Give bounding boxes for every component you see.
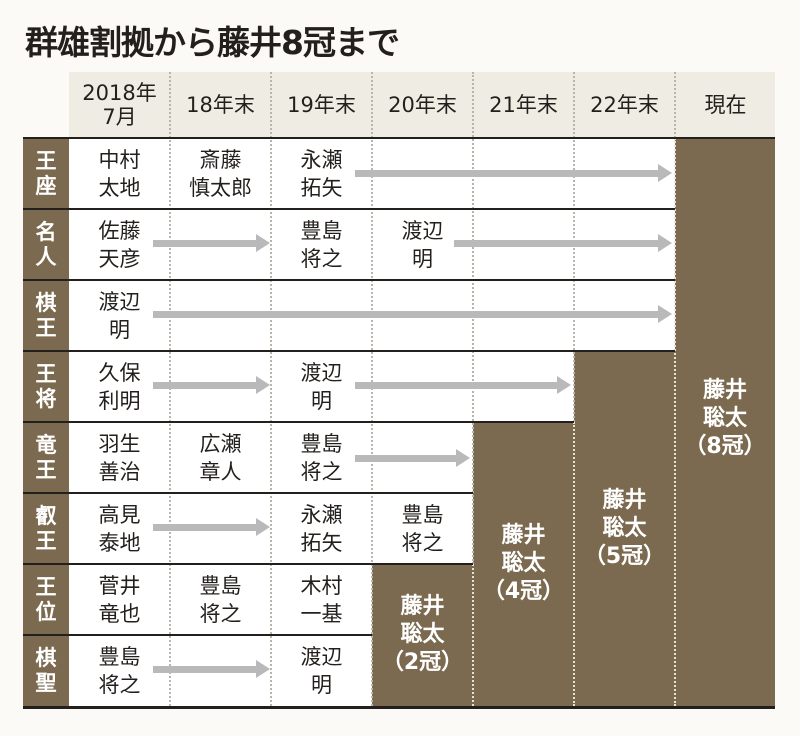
continuation-arrow [355, 164, 672, 182]
row-divider [23, 563, 473, 565]
column-divider [674, 72, 676, 138]
holder-cell: 高見 泰地 [98, 502, 141, 555]
column-header-line1: 2018年 [82, 81, 157, 105]
fujii-4-block [473, 422, 574, 706]
column-divider [472, 564, 474, 706]
holder-cell: 斎藤 慎太郎 [189, 147, 252, 200]
row-label-eio: 叡王 [23, 494, 69, 563]
holder-cell: 渡辺明 [98, 289, 141, 342]
column-header-2022-end: 22年末 [590, 93, 659, 117]
column-header-2018-end: 18年末 [186, 93, 255, 117]
continuation-arrow [355, 449, 470, 467]
row-label-meijin: 名人 [23, 210, 69, 279]
holder-cell: 久保 利明 [98, 360, 141, 413]
fujii-2-block [372, 564, 473, 706]
column-divider [573, 72, 575, 422]
column-divider [573, 422, 575, 706]
holder-cell: 佐藤 天彦 [98, 218, 141, 271]
holder-cell: 永瀬 拓矢 [300, 502, 343, 555]
holder-cell: 羽生 善治 [98, 431, 141, 484]
column-header-2020-end: 20年末 [388, 93, 457, 117]
holder-cell: 渡辺明 [401, 218, 444, 271]
column-divider [169, 72, 171, 706]
holder-cell: 中村 太地 [98, 147, 141, 200]
holder-cell: 広瀬 章人 [199, 431, 242, 484]
row-divider [23, 208, 675, 210]
holder-cell: 菅井 竜也 [98, 573, 141, 626]
row-divider [23, 634, 372, 636]
continuation-arrow [153, 518, 270, 536]
row-label-oi: 王位 [23, 565, 69, 634]
holder-cell: 豊島 将之 [300, 431, 343, 484]
column-header-line2: 7月 [102, 105, 137, 129]
column-divider [371, 72, 373, 706]
fujii-5-block [574, 351, 675, 706]
holder-cell: 豊島 将之 [401, 502, 444, 555]
continuation-arrow [153, 376, 270, 394]
continuation-arrow [355, 376, 571, 394]
column-header-current: 現在 [704, 93, 747, 117]
column-divider [270, 72, 272, 706]
chart-title: 群雄割拠から藤井8冠まで [25, 23, 400, 62]
fujii-5-label: 藤井 聡太 （5冠） [583, 488, 666, 569]
row-divider [23, 350, 675, 352]
continuation-arrow [153, 660, 270, 678]
fujii-4-label: 藤井 聡太 （4冠） [482, 523, 565, 604]
holder-cell: 永瀬 拓矢 [300, 147, 343, 200]
continuation-arrow [153, 305, 672, 323]
fujii-8-block [675, 138, 775, 706]
holder-cell: 木村 一基 [300, 573, 343, 626]
row-divider [23, 421, 574, 423]
row-label-osho: 王将 [23, 352, 69, 421]
holder-cell: 豊島 将之 [300, 218, 343, 271]
holder-cell: 豊島 将之 [199, 573, 242, 626]
fujii-2-label: 藤井 聡太 （2冠） [381, 594, 464, 675]
continuation-arrow [153, 234, 270, 252]
row-label-kio: 棋王 [23, 281, 69, 350]
fujii-8-label: 藤井 聡太 （8冠） [684, 378, 766, 459]
row-label-kisei: 棋聖 [23, 636, 69, 706]
row-label-oza: 王座 [23, 139, 69, 208]
holder-cell: 渡辺明 [300, 644, 343, 697]
holder-cell: 豊島 将之 [98, 644, 141, 697]
column-divider [674, 138, 676, 706]
column-divider [472, 72, 474, 564]
header-divider [23, 137, 775, 139]
row-label-ryuo: 竜王 [23, 423, 69, 492]
header-row [69, 72, 775, 138]
column-header-2021-end: 21年末 [489, 93, 558, 117]
row-divider [23, 279, 675, 281]
holder-cell: 渡辺明 [300, 360, 343, 413]
continuation-arrow [454, 234, 672, 252]
column-header-2018-07: 2018年 7月 [69, 72, 170, 138]
table-bottom-border [23, 706, 775, 709]
row-divider [23, 492, 473, 494]
column-header-2019-end: 19年末 [287, 93, 356, 117]
